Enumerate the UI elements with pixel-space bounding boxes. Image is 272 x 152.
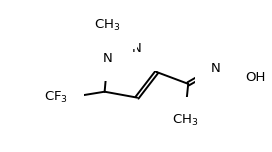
Text: N: N <box>132 42 142 55</box>
Text: OH: OH <box>245 71 266 85</box>
Text: CH$_3$: CH$_3$ <box>94 18 121 33</box>
Text: N: N <box>211 62 221 75</box>
Text: CH$_3$: CH$_3$ <box>172 113 199 128</box>
Text: CF$_3$: CF$_3$ <box>44 90 68 105</box>
Text: N: N <box>103 52 112 65</box>
